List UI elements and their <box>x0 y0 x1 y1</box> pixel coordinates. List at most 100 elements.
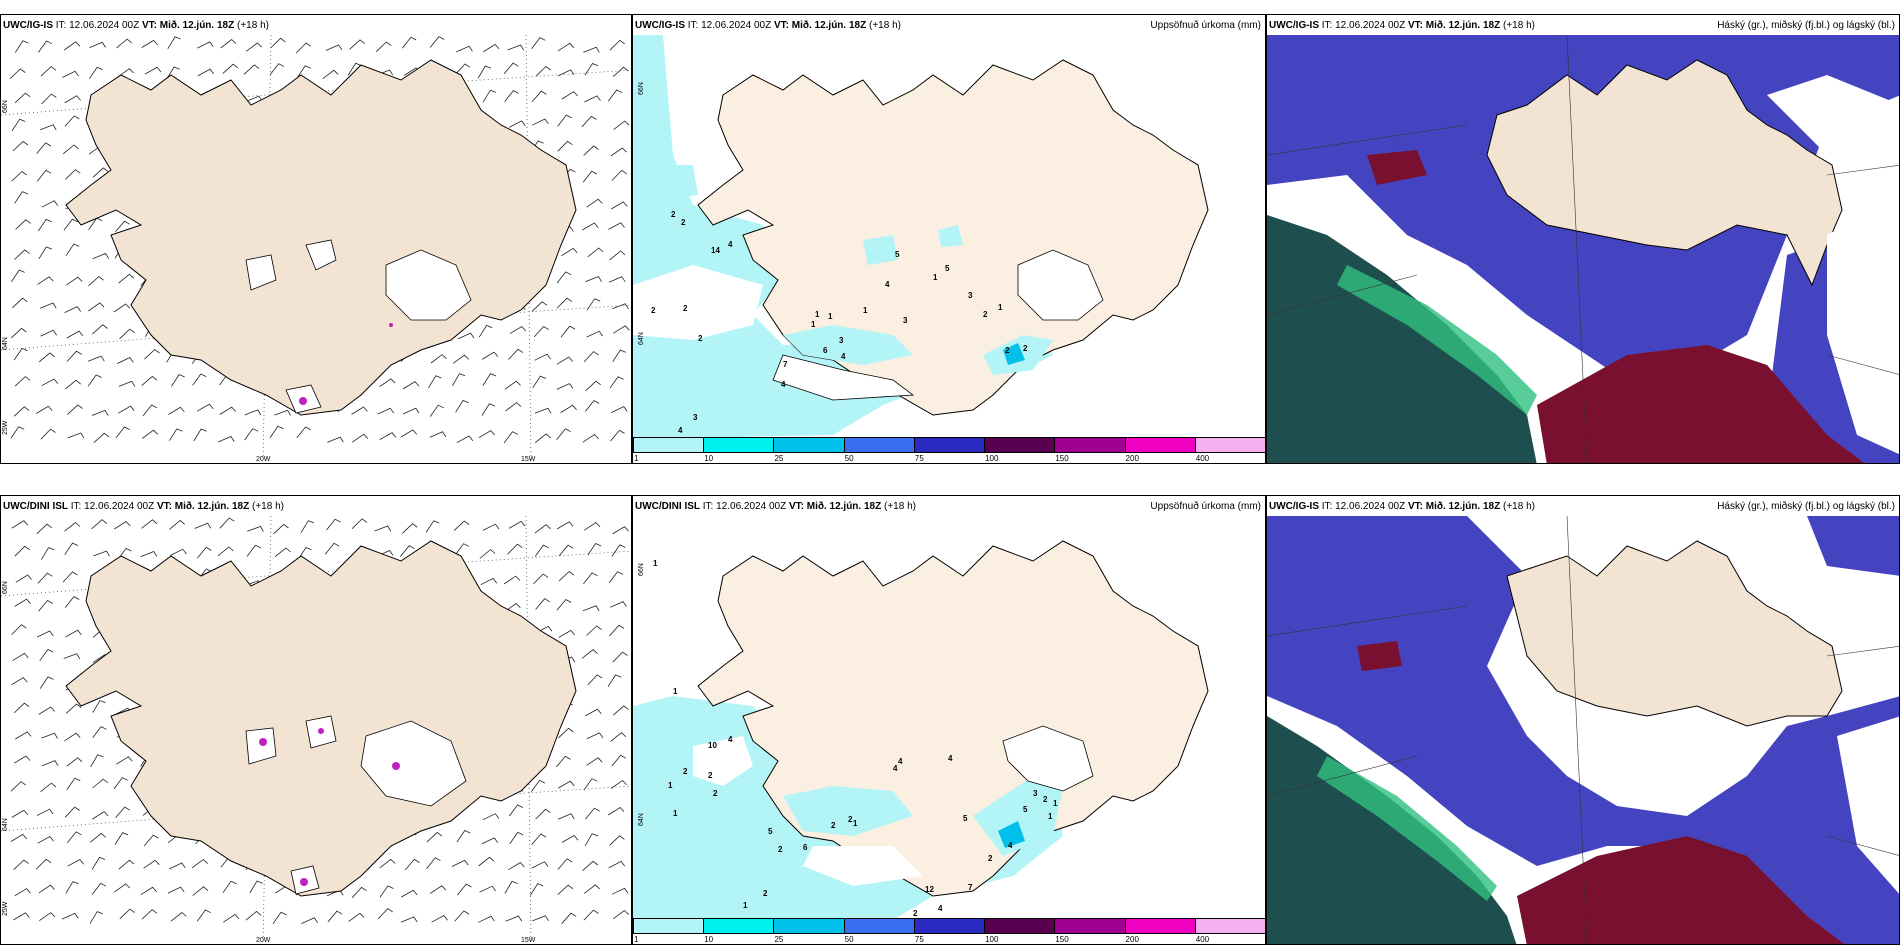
wind-barb <box>219 517 235 529</box>
wind-barb <box>40 329 58 337</box>
wind-barb <box>531 833 547 845</box>
wind-barb <box>529 883 544 896</box>
wind-barb <box>478 915 495 923</box>
wind-barb <box>13 347 28 361</box>
clear <box>1827 196 1899 455</box>
wind-barb <box>504 880 518 894</box>
precip-value-label: 5 <box>1023 805 1028 814</box>
wind-barb <box>582 433 599 443</box>
colorbar: 1 10 25 50 75 100 150 200 400 <box>633 437 1265 463</box>
wind-barb <box>36 523 53 535</box>
glacier <box>803 846 923 886</box>
precip-value-label: 4 <box>1008 841 1013 850</box>
wind-barb <box>89 41 106 49</box>
wind-barb <box>586 298 601 311</box>
wind-barb <box>561 91 578 100</box>
colorbar-tick: 400 <box>1195 935 1210 944</box>
precip-value-label: 2 <box>713 789 718 798</box>
wind-barb <box>480 577 498 586</box>
wind-barb <box>481 351 499 360</box>
wind-barb <box>39 676 54 689</box>
lat-label: 25W <box>2 420 9 435</box>
wind-barb <box>532 118 549 126</box>
wind-barb <box>503 575 521 585</box>
wind-barb <box>66 777 81 791</box>
green-band <box>1337 265 1537 415</box>
precip-value-label: 1 <box>998 303 1003 312</box>
precip-value-label: 4 <box>781 380 786 389</box>
wind-barb <box>41 378 59 387</box>
wind-barb <box>351 886 367 899</box>
wind-barb <box>585 807 600 820</box>
wind-barb <box>64 115 80 127</box>
wind-barb <box>36 169 52 182</box>
wind-barb <box>609 376 624 389</box>
wind-barb <box>583 521 601 531</box>
wind-barb <box>170 548 187 556</box>
lat-label: 64N <box>638 332 645 345</box>
wind-barb <box>88 355 105 362</box>
colorbar-tick: 1 <box>634 935 639 944</box>
wind-barb <box>88 302 105 312</box>
panel-header: UWC/IG-IS IT: 12.06.2024 00Z VT: Mið. 12… <box>3 20 269 31</box>
wind-barb <box>607 89 623 102</box>
wind-barb <box>587 674 603 686</box>
wind-barb <box>38 599 53 612</box>
wind-barb <box>13 755 31 764</box>
wind-barb <box>14 598 31 607</box>
wind-barb <box>272 911 287 925</box>
wind-barb <box>586 732 604 740</box>
wind-barb <box>326 518 341 531</box>
colorbar-tick: 150 <box>1055 454 1069 463</box>
wind-barb <box>40 66 57 77</box>
wind-barb <box>609 835 625 846</box>
wind-barb <box>379 885 394 898</box>
wind-barb <box>402 523 418 534</box>
wind-barb <box>41 732 58 739</box>
wind-barb <box>585 276 602 282</box>
lon-label: 20W <box>256 456 271 463</box>
wind-barb <box>582 860 599 871</box>
wind-barb <box>532 375 547 389</box>
wind-barb <box>41 760 59 767</box>
colorbar-tick: 10 <box>704 454 714 463</box>
wind-barb <box>88 275 104 287</box>
wind-barb <box>222 880 237 893</box>
precip-value-label: 1 <box>863 306 868 315</box>
wind-barb <box>67 404 83 415</box>
wind-barb <box>92 167 109 178</box>
wind-barb <box>118 273 135 284</box>
wind-barb <box>64 732 81 742</box>
colorbar-swatch <box>984 918 1056 934</box>
wind-barb <box>457 883 472 896</box>
glacier <box>385 249 472 321</box>
colorbar-tick: 25 <box>774 454 784 463</box>
wind-barb <box>13 406 30 417</box>
wind-barb <box>169 519 185 530</box>
wind-barb <box>610 732 627 742</box>
wind-barb <box>455 63 471 75</box>
wind-barb <box>558 544 574 557</box>
wind-barb <box>92 811 109 820</box>
wind-barb <box>581 649 598 659</box>
wind-barb <box>479 885 496 893</box>
wind-barb <box>142 404 158 417</box>
glacier <box>245 727 277 765</box>
wind-barb <box>14 191 29 204</box>
wind-barb <box>609 39 625 51</box>
wind-barb <box>117 68 134 78</box>
colorbar-tick: 100 <box>985 935 999 944</box>
wind-barb <box>582 170 598 183</box>
wind-barb <box>586 198 603 208</box>
wind-barb <box>297 65 311 78</box>
wind-barb <box>482 523 500 531</box>
wind-barb <box>217 546 234 557</box>
wind-barb <box>65 881 79 894</box>
wind-barb <box>170 911 187 922</box>
wind-barb <box>583 351 599 363</box>
wind-barb <box>14 731 32 740</box>
lat-label: 64N <box>2 337 9 350</box>
wind-barb <box>456 45 473 53</box>
precip-value-label: 4 <box>728 735 733 744</box>
wind-barb <box>558 629 576 638</box>
